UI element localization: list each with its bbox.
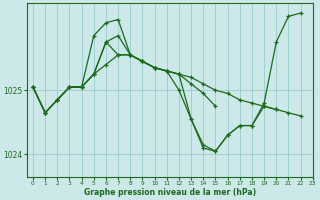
- X-axis label: Graphe pression niveau de la mer (hPa): Graphe pression niveau de la mer (hPa): [84, 188, 256, 197]
